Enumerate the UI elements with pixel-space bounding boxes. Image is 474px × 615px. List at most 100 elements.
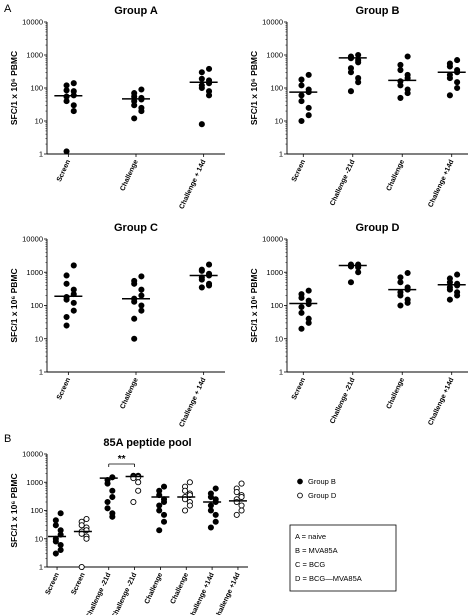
data-point <box>454 271 461 278</box>
data-point <box>305 104 312 111</box>
y-axis-label: SFC/1 x 10⁶ PBMC <box>9 268 19 342</box>
data-point <box>63 272 70 279</box>
data-point <box>404 90 411 97</box>
data-point <box>238 502 245 509</box>
data-point <box>397 302 404 309</box>
x-tick-label: Screen <box>291 159 307 183</box>
y-tick-label: 10000 <box>22 18 43 27</box>
x-tick-label: Challenge <box>170 572 191 605</box>
data-point <box>198 69 205 76</box>
data-point <box>78 563 85 571</box>
data-point <box>138 302 145 309</box>
x-tick-label: Challenge + 14d <box>178 159 207 210</box>
chart-title: Group A <box>114 5 158 17</box>
data-point <box>205 92 213 99</box>
data-point <box>212 485 219 492</box>
data-point <box>446 296 453 303</box>
data-point <box>355 79 362 86</box>
y-tick-label: 1 <box>279 150 283 159</box>
data-point <box>298 117 305 125</box>
data-point <box>446 92 453 99</box>
x-tick-label: Challenge <box>144 572 165 605</box>
data-point <box>78 522 85 529</box>
x-tick-label: Challenge <box>119 159 140 192</box>
data-point <box>109 474 116 481</box>
key-line: A = naive <box>295 532 326 541</box>
y-tick-label: 100 <box>30 506 43 515</box>
y-tick-label: 10 <box>275 334 283 343</box>
x-tick-label: Challenge -21d <box>85 572 112 615</box>
data-point <box>131 280 138 287</box>
data-point <box>156 527 163 534</box>
data-point <box>397 279 404 286</box>
chart-group-d: 1 10 100 1000 10000 SFC/1 x 10⁶ PBMC Group D Sc… <box>249 222 468 427</box>
data-point <box>198 121 205 128</box>
data-point <box>205 65 213 72</box>
key-line: C = BCG <box>295 560 325 569</box>
data-point <box>347 263 355 270</box>
data-point <box>298 98 305 105</box>
data-point <box>305 287 312 294</box>
data-point <box>131 298 138 305</box>
data-point <box>130 498 137 506</box>
data-point <box>52 550 59 557</box>
x-tick-label: Challenge +14d <box>214 572 242 615</box>
data-point <box>355 269 362 276</box>
x-tick-label: Challenge +14d <box>188 572 216 615</box>
y-tick-label: 10000 <box>22 450 43 459</box>
y-axis-label: SFC/1 x 10⁶ PBMC <box>9 473 19 547</box>
data-point <box>404 269 411 277</box>
data-point <box>347 88 355 95</box>
data-point <box>355 59 362 66</box>
data-point <box>52 522 59 529</box>
data-point <box>52 517 59 524</box>
y-tick-label: 1000 <box>26 51 43 60</box>
data-point <box>186 502 193 509</box>
data-point <box>63 280 70 287</box>
data-point <box>233 511 240 518</box>
data-point <box>305 319 312 326</box>
data-point <box>404 53 411 60</box>
data-point <box>182 507 189 514</box>
chart-85a-peptide-pool: 1 10 100 1000 10000 SFC/1 x 10⁶ PBMC 85A pepti… <box>9 437 337 615</box>
y-tick-label: 1000 <box>26 478 43 487</box>
y-axis-label: SFC/1 x 10⁶ PBMC <box>249 268 259 342</box>
chart-title: Group C <box>114 222 158 234</box>
data-point <box>454 57 461 64</box>
data-point <box>70 108 77 115</box>
y-tick-label: 1000 <box>266 51 283 60</box>
data-point <box>63 82 70 89</box>
x-tick-label: Screen <box>56 159 72 183</box>
data-point <box>109 513 116 520</box>
data-point <box>198 84 205 92</box>
data-point <box>446 63 453 70</box>
legend-label: Group B <box>308 477 336 486</box>
data-point <box>160 511 168 518</box>
data-point <box>397 66 404 74</box>
data-point <box>131 315 138 322</box>
data-point <box>198 267 205 274</box>
data-point <box>52 538 59 545</box>
y-tick-label: 1000 <box>26 268 43 277</box>
data-point <box>160 483 168 490</box>
data-point <box>298 303 305 311</box>
data-point <box>298 82 305 89</box>
data-point <box>70 262 77 269</box>
y-tick-label: 100 <box>270 84 283 93</box>
y-tick-label: 100 <box>30 301 43 310</box>
data-point <box>160 518 168 525</box>
x-tick-label: Screen <box>70 572 86 596</box>
x-tick-label: Challenge +14d <box>427 159 455 209</box>
chart-group-a: 1 10 100 1000 10000 SFC/1 x 10⁶ PBMC Group A Sc… <box>9 5 225 210</box>
data-point <box>57 546 64 554</box>
data-point <box>186 479 193 486</box>
data-point <box>83 515 90 523</box>
data-point <box>298 76 305 83</box>
chart-title: Group B <box>356 5 400 17</box>
data-point <box>104 498 111 506</box>
data-point <box>238 480 245 487</box>
data-point <box>446 286 453 293</box>
data-point <box>109 487 116 494</box>
legend-label: Group D <box>308 491 337 500</box>
data-point <box>198 284 205 291</box>
